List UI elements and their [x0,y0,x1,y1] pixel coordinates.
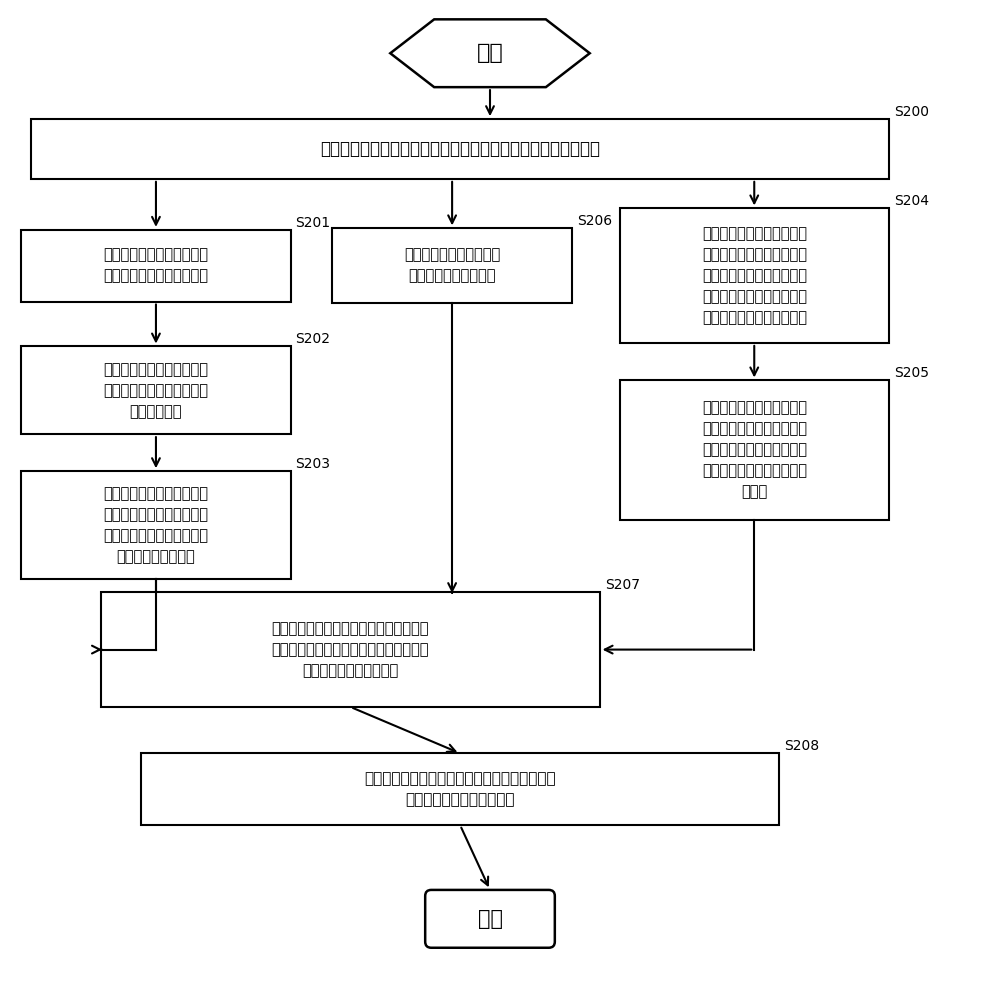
Text: S205: S205 [894,366,929,380]
Text: S204: S204 [894,194,929,208]
FancyBboxPatch shape [426,890,554,948]
Bar [141,753,780,825]
Text: 基于位置信息轨迹上的位置
点获取位置点周围信息，生
成位置点序列: 基于位置信息轨迹上的位置 点获取位置点周围信息，生 成位置点序列 [103,362,208,419]
Text: 根据用户地理位置信息生
成位置一致性特征向量: 根据用户地理位置信息生 成位置一致性特征向量 [404,248,500,284]
Text: 根据位置一致性特征向量对用户地理位置
特征向量进行校验处理，得到校验处理后
的用户地理位置特征向量: 根据位置一致性特征向量对用户地理位置 特征向量进行校验处理，得到校验处理后 的用… [271,621,430,678]
Text: 利用预设算法多个应用程序
的应用程序特征向量进行运
算处理，得到用户终端已安
装的应用程序的应用程序特
征向量: 利用预设算法多个应用程序 的应用程序特征向量进行运 算处理，得到用户终端已安 装… [702,401,807,500]
Bar [619,380,889,520]
Text: 利用经过训练的嵌入模型对
用户终端已安装的应用程序
的列表信息中每个应用程序
进行学习，得到每个应用程
序对应的应用程序特征向量: 利用经过训练的嵌入模型对 用户终端已安装的应用程序 的列表信息中每个应用程序 进… [702,226,807,325]
Bar [22,346,291,434]
Text: 获取用户地理位置信息和用户终端已安装的应用程序的列表信息: 获取用户地理位置信息和用户终端已安装的应用程序的列表信息 [320,140,600,158]
Text: S200: S200 [894,105,929,119]
Text: 将用户地理位置信息进行组
合处理，生成位置信息轨迹: 将用户地理位置信息进行组 合处理，生成位置信息轨迹 [103,248,208,284]
Text: S201: S201 [296,216,330,230]
Text: S202: S202 [296,332,330,346]
Bar [22,471,291,579]
Polygon shape [390,19,590,87]
Bar [31,119,889,179]
Text: S206: S206 [577,214,611,228]
Text: S208: S208 [784,739,819,753]
Text: 根据校验处理后的用户地理位置特征向量和应用
程序特征向量构造用户画像: 根据校验处理后的用户地理位置特征向量和应用 程序特征向量构造用户画像 [365,771,556,807]
Bar [101,592,600,707]
Bar [619,208,889,343]
Bar [332,228,572,303]
Text: S207: S207 [605,578,640,592]
Bar [22,230,291,302]
Text: 利用经过训练的时间递归神
经网络对位置点序列进行序
列学习，得到用户对应的用
户地理位置特征向量: 利用经过训练的时间递归神 经网络对位置点序列进行序 列学习，得到用户对应的用 户… [103,486,208,564]
Text: S203: S203 [296,457,330,471]
Text: 开始: 开始 [477,43,503,63]
Text: 结束: 结束 [478,909,502,929]
